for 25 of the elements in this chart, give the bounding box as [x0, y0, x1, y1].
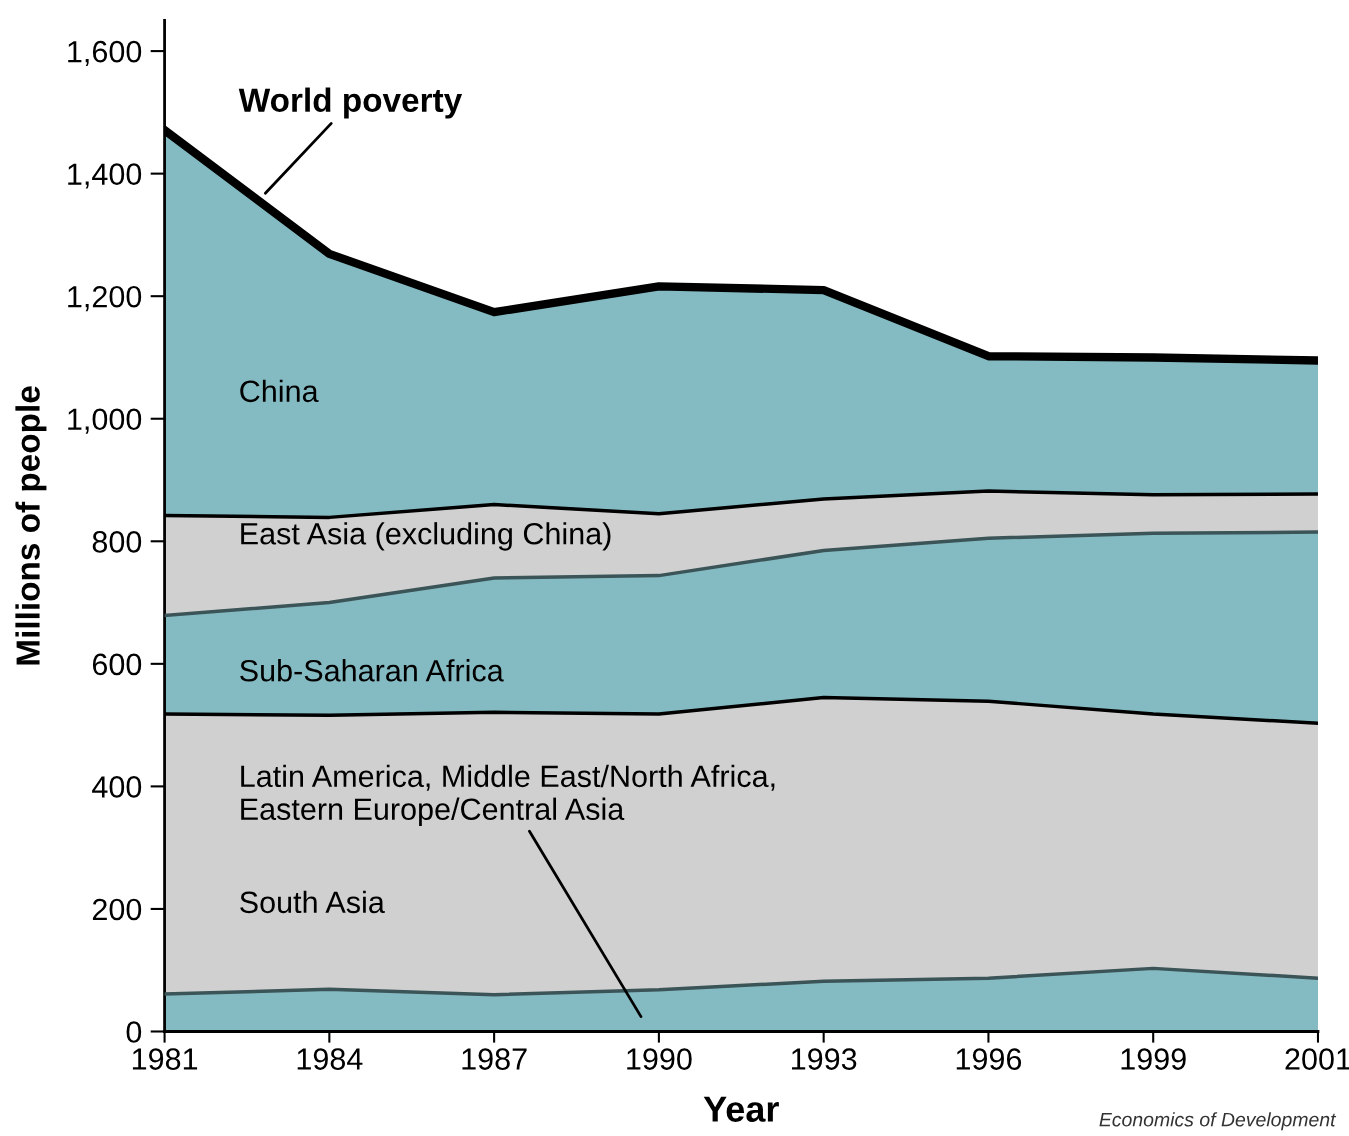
x-tick-label: 1984 — [297, 1048, 363, 1070]
y-tick-label: 400 — [92, 776, 142, 798]
text: Latin America, Middle East/North Africa, Eastern Europe/Central Asia — [241, 764, 775, 827]
y-tick-label: 0 — [126, 1021, 142, 1043]
x-tick-label: 1993 — [792, 1048, 857, 1070]
y-tick-label: 1,000 — [68, 408, 142, 434]
y-tick-label: 1,600 — [68, 40, 142, 67]
series-label: Sub-Saharan Africa — [240, 659, 504, 682]
x-tick-label: 1981 — [132, 1048, 198, 1070]
series-label: China — [240, 379, 319, 403]
annotation: World poverty — [238, 87, 463, 119]
y-tick-label: 1,200 — [68, 285, 142, 312]
y-tick-label: 800 — [92, 531, 142, 553]
y-tick-label: 600 — [92, 653, 142, 676]
text: Economics of Development — [1099, 1112, 1337, 1131]
y-tick-label: 1,400 — [68, 163, 142, 189]
series-label: South Asia — [240, 890, 385, 914]
series-label: East Asia (excluding China) — [241, 522, 611, 551]
x-tick-label: 1999 — [1121, 1048, 1186, 1070]
y-tick-label: 200 — [92, 898, 142, 921]
x-tick-label: 1996 — [956, 1048, 1022, 1070]
x-axis-title: Year — [703, 1096, 779, 1122]
x-tick-label: 1990 — [627, 1048, 692, 1070]
x-tick-label: 1987 — [462, 1048, 527, 1070]
y-axis-title: Millions of people — [15, 386, 47, 665]
